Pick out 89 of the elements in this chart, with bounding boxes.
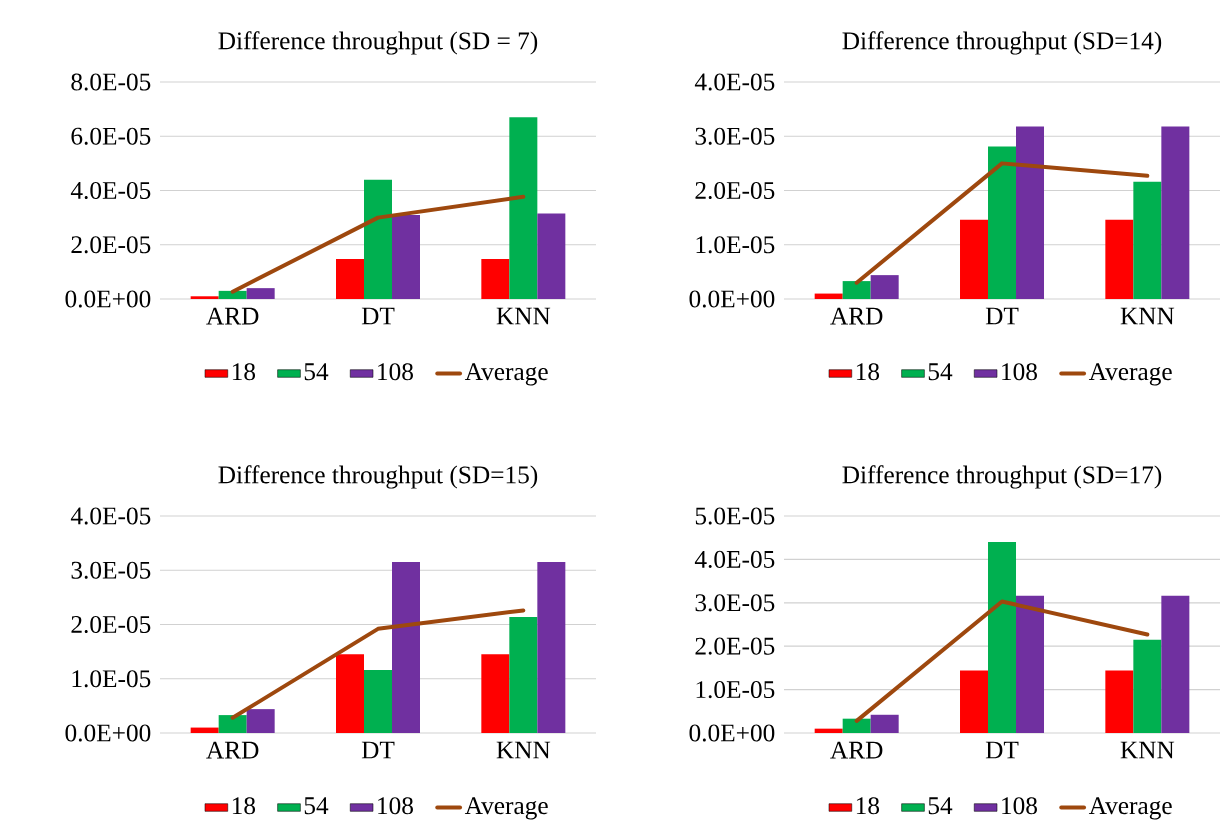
legend-label: 18 — [232, 363, 256, 381]
y-tick-label: 6.0E-05 — [71, 127, 151, 145]
y-tick-label: 4.0E-05 — [70, 507, 151, 525]
bar — [218, 290, 247, 299]
y-tick-label: 5.0E-05 — [695, 507, 775, 525]
y-tick-label: 0.0E+00 — [65, 724, 151, 742]
y-tick-label: 4.0E-05 — [694, 550, 775, 569]
bar — [1105, 670, 1134, 733]
bar — [1016, 595, 1045, 733]
chart-title: Difference throughput (SD=14) — [842, 31, 1162, 55]
y-tick-label: 3.0E-05 — [695, 127, 775, 145]
bar — [246, 709, 275, 733]
y-tick-label: 4.0E-05 — [70, 181, 151, 200]
legend-label: 108 — [1002, 363, 1037, 381]
bar — [870, 275, 899, 299]
legend-label: 54 — [928, 363, 953, 381]
bar — [842, 281, 871, 299]
bar — [988, 146, 1017, 299]
x-tick-label: DT — [985, 307, 1019, 325]
legend-label: 54 — [928, 797, 953, 815]
y-tick-label: 8.0E-05 — [71, 73, 151, 91]
bar — [814, 728, 843, 733]
bar — [960, 219, 989, 299]
bar — [537, 562, 566, 733]
y-tick-label: 3.0E-05 — [695, 594, 775, 612]
bar — [1133, 639, 1162, 733]
bar — [364, 179, 392, 299]
legend-label: 54 — [304, 797, 329, 815]
legend-label: 54 — [304, 363, 329, 381]
bar — [392, 214, 420, 299]
bar — [246, 288, 275, 299]
y-tick-label: 1.0E-05 — [696, 236, 775, 254]
legend-label: 108 — [378, 363, 413, 381]
bar — [364, 670, 392, 733]
bar — [988, 542, 1017, 733]
bar — [218, 715, 247, 733]
bar — [1105, 219, 1134, 299]
bar — [537, 213, 566, 299]
x-tick-label: ARD — [206, 741, 259, 759]
bar — [870, 714, 899, 733]
legend-label: Average — [1088, 797, 1172, 820]
y-tick-label: 2.0E-05 — [695, 637, 775, 655]
x-tick-label: ARD — [206, 307, 259, 325]
bar — [960, 670, 989, 733]
x-tick-label: KNN — [496, 307, 551, 325]
bar — [509, 616, 538, 733]
x-tick-label: KNN — [1120, 741, 1175, 759]
y-tick-label: 4.0E-05 — [694, 73, 775, 91]
y-tick-label: 0.0E+00 — [65, 290, 151, 308]
legend-label: 108 — [378, 797, 413, 815]
bar — [392, 562, 420, 733]
bar — [814, 293, 843, 299]
x-tick-label: KNN — [496, 741, 551, 759]
y-tick-label: 0.0E+00 — [689, 724, 775, 742]
legend-label: 18 — [856, 797, 880, 815]
bar — [842, 718, 871, 733]
chart-title: Difference throughput (SD = 7) — [218, 31, 538, 55]
y-tick-label: 3.0E-05 — [71, 561, 151, 579]
bar — [190, 727, 219, 733]
chart-title: Difference throughput (SD=15) — [218, 465, 538, 489]
legend-label: 108 — [1002, 797, 1037, 815]
legend-label: 18 — [232, 797, 256, 815]
legend-label: 18 — [856, 363, 880, 381]
legend-label: Average — [464, 363, 548, 386]
legend-label: Average — [1088, 363, 1172, 386]
bar — [1133, 181, 1162, 299]
x-tick-label: DT — [361, 741, 395, 759]
x-tick-label: DT — [361, 307, 395, 325]
bar — [481, 259, 510, 299]
bar — [509, 117, 538, 299]
bar — [1161, 126, 1190, 299]
y-tick-label: 2.0E-05 — [695, 181, 775, 200]
chart-title: Difference throughput (SD=17) — [842, 465, 1162, 489]
bar — [336, 654, 364, 733]
y-tick-label: 2.0E-05 — [71, 236, 151, 254]
y-tick-label: 2.0E-05 — [71, 615, 151, 634]
bar — [481, 654, 510, 733]
bar — [1016, 126, 1045, 299]
bar — [336, 259, 364, 299]
y-tick-label: 1.0E-05 — [72, 670, 151, 688]
x-tick-label: KNN — [1120, 307, 1175, 325]
x-tick-label: ARD — [830, 307, 883, 325]
x-tick-label: DT — [985, 741, 1019, 759]
legend-label: Average — [464, 797, 548, 820]
bar — [190, 296, 219, 299]
y-tick-label: 0.0E+00 — [689, 290, 775, 308]
bar — [1161, 595, 1190, 733]
y-tick-label: 1.0E-05 — [696, 681, 775, 699]
x-tick-label: ARD — [830, 741, 883, 759]
